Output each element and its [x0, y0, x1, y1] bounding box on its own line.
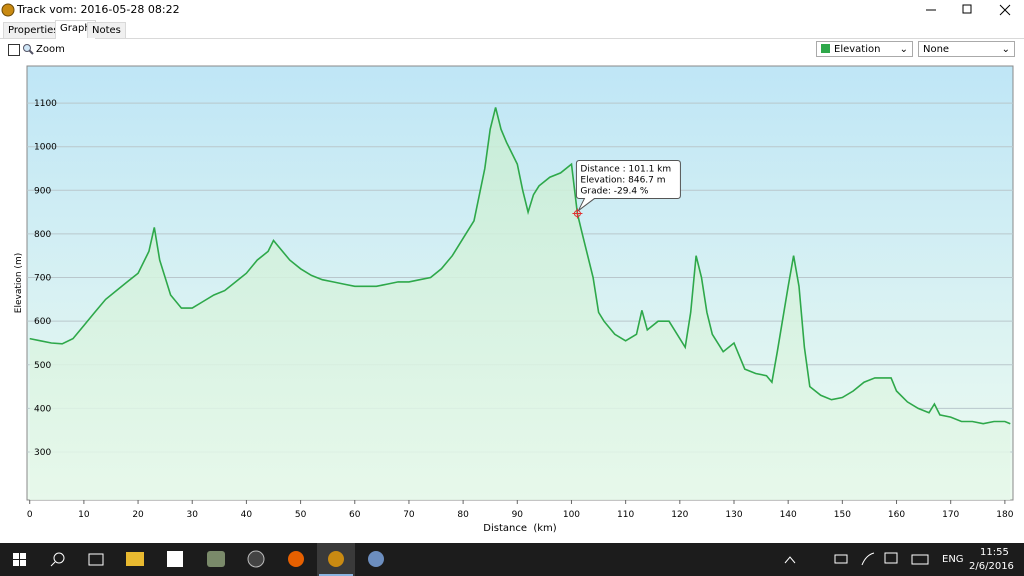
chart: 300 400 500 600 700 800 900 1000 1100 0 10 20 30 40 50… [13, 64, 1020, 542]
x-tick-label: 170 [942, 510, 959, 520]
x-tick-label: 120 [671, 510, 688, 520]
x-tick-label: 20 [132, 510, 144, 520]
x-tick-label: 180 [996, 510, 1013, 520]
active-app-icon[interactable] [328, 551, 344, 567]
search-button[interactable] [50, 552, 65, 567]
app-icon [1, 3, 15, 17]
window-title: Track vom: 2016-05-28 08:22 [17, 3, 180, 16]
tooltip-text: Distance : 101.1 km [580, 165, 671, 175]
close[interactable] [999, 4, 1011, 16]
tooltip-box [575, 160, 681, 211]
x-tick-label: 130 [725, 510, 742, 520]
firefox-icon[interactable] [288, 551, 304, 567]
taskbar-icons [13, 543, 929, 576]
tab-strip: Properties Graph Notes [0, 20, 1024, 39]
clock-time[interactable]: 11:55 [980, 547, 1009, 558]
zoom-checkbox[interactable] [8, 44, 20, 56]
x-tick-label: 90 [512, 510, 524, 520]
tray-icons[interactable] [784, 552, 929, 566]
title-bar: Track vom: 2016-05-28 08:22 [0, 0, 1024, 20]
app-icon-3[interactable] [207, 551, 225, 567]
x-tick-label: 30 [187, 510, 199, 520]
y-tick-label: 1100 [34, 99, 57, 109]
x-tick-label: 160 [888, 510, 905, 520]
store-icon[interactable] [167, 551, 183, 567]
toolbar: Zoom Elevation ⌄ None ⌄ [0, 39, 1024, 63]
x-tick-label: 110 [617, 510, 634, 520]
y-tick-label: 300 [34, 448, 51, 458]
x-tick-label: 70 [403, 510, 415, 520]
series-name: Elevation [834, 44, 881, 55]
tab[interactable]: Notes [87, 22, 126, 38]
y-tick-label: 600 [34, 317, 51, 327]
y-tick-label: 900 [34, 186, 51, 196]
taskbar: ENG 11:55 2/6/2016 [0, 543, 1024, 576]
tooltip-text: Elevation: 846.7 m [580, 176, 665, 186]
zoom-label: Zoom [36, 44, 65, 55]
app-icon-7[interactable] [368, 551, 384, 567]
zoom-icon [23, 44, 34, 55]
window-controls[interactable] [914, 0, 1024, 20]
y-tick-label: 800 [34, 230, 51, 240]
app-icon-4[interactable] [247, 550, 265, 568]
series-dropdown[interactable]: Elevation ⌄ [816, 41, 913, 57]
x-axis-label: Distance (km) [483, 523, 557, 534]
elevation-line [29, 107, 1011, 425]
x-tick-label: 100 [563, 510, 580, 520]
explorer-icon[interactable] [126, 552, 144, 566]
second-dropdown-value: None [923, 44, 950, 55]
task-view[interactable] [88, 553, 104, 566]
restore[interactable] [962, 4, 972, 14]
language[interactable]: ENG [942, 554, 964, 565]
y-tick-label: 700 [34, 274, 51, 284]
clock-date[interactable]: 2/6/2016 [969, 561, 1014, 572]
start-button[interactable] [13, 553, 26, 566]
x-tick-label: 0 [27, 510, 33, 520]
x-tick-label: 150 [834, 510, 851, 520]
hover-cross [572, 208, 583, 219]
y-tick-label: 1000 [34, 143, 57, 153]
series-swatch [821, 44, 830, 53]
second-dropdown[interactable]: None ⌄ [918, 41, 1015, 57]
x-tick-label: 140 [780, 510, 797, 520]
x-tick-label: 10 [78, 510, 90, 520]
dropdown-arrow: ⌄ [1001, 44, 1010, 55]
tooltip-text: Grade: -29.4 % [580, 187, 648, 197]
x-tick-label: 50 [295, 510, 307, 520]
dropdown-arrow: ⌄ [899, 44, 908, 55]
x-tick-label: 80 [457, 510, 469, 520]
x-tick-label: 60 [349, 510, 361, 520]
active-indicator [319, 574, 353, 576]
y-tick-label: 400 [34, 404, 51, 414]
x-tick-label: 40 [241, 510, 253, 520]
y-axis-label: Elevation (m) [14, 253, 24, 313]
area-fill [29, 107, 1011, 501]
y-tick-label: 500 [34, 361, 51, 371]
